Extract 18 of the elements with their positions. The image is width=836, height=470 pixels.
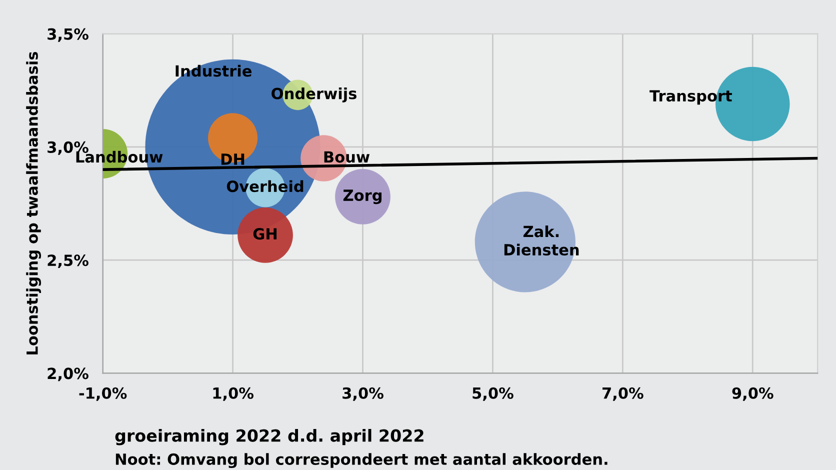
x-tick-label: 1,0% [213,387,254,401]
y-tick-label: 2,0% [48,368,88,382]
series-label: Overheid [226,180,304,192]
x-tick-label: 3,0% [342,387,384,401]
y-axis-title: Loonstijging op twaalfmaandsbasis [26,52,42,354]
y-tick-label: 3,5% [48,28,88,42]
text: groeiraming 2022 d.d. april 2022 [115,428,424,446]
series-label: DH [221,154,244,165]
series-label: GH [253,228,277,240]
x-tick-label: -1,0% [79,387,127,401]
x-tick-label: 5,0% [472,387,514,401]
series-label: Zak. Diensten [504,225,579,256]
y-tick-label: 2,5% [48,254,88,268]
series-label: Bouw [324,151,370,163]
x-tick-label: 7,0% [602,387,644,401]
text: Noot: Omvang bol correspondeert met aantal akkoorden. [116,453,608,468]
x-tick-label: 9,0% [732,387,774,401]
series-label: Zorg [343,190,382,204]
